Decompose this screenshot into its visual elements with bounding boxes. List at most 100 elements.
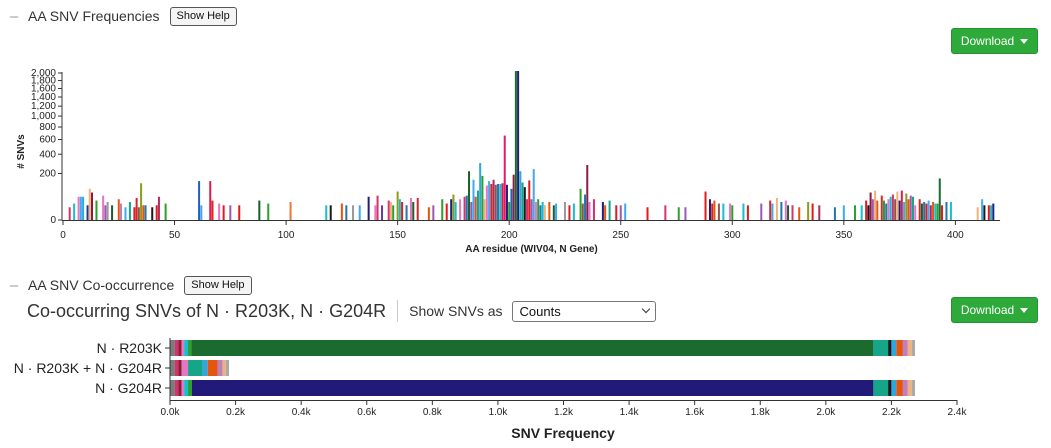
frequency-bar (601, 201, 604, 220)
frequency-bar (258, 200, 261, 220)
frequency-bar (479, 163, 482, 220)
frequency-bar (769, 200, 772, 220)
frequency-bar (157, 196, 160, 220)
frequency-bar (211, 200, 214, 220)
x-tick-label: 2.0k (816, 407, 836, 418)
frequency-bar (514, 71, 517, 220)
x-tick-label: 1.4k (620, 407, 640, 418)
frequency-bar (526, 199, 529, 220)
caret-down-icon (1020, 307, 1029, 313)
frequency-bar (722, 203, 725, 220)
frequency-bar (410, 197, 413, 220)
frequency-bar (517, 71, 520, 220)
frequency-bar (646, 207, 649, 220)
frequency-bar (352, 205, 355, 220)
x-tick-label: 350 (835, 230, 852, 241)
show-snvs-label: Show SNVs as (409, 303, 503, 319)
frequency-bar (218, 203, 221, 220)
frequency-bar (396, 191, 399, 220)
frequency-bar (164, 203, 167, 220)
frequency-bar (470, 201, 473, 220)
frequency-bar (624, 203, 627, 220)
x-tick-label: 200 (501, 230, 518, 241)
x-tick-label: 300 (724, 230, 741, 241)
show-snvs-select-value: Counts (519, 303, 561, 319)
frequency-bar (512, 174, 515, 220)
frequency-bar (374, 205, 377, 220)
frequency-bar (523, 187, 526, 220)
y-tick-label: 1,800 (31, 76, 56, 87)
y-tick-label: 400 (39, 149, 56, 160)
frequency-bar (534, 201, 537, 220)
show-snvs-select[interactable]: Counts (511, 300, 656, 322)
frequency-bar (869, 192, 872, 220)
y-tick-label: 1,200 (31, 101, 56, 112)
cooc-show-help-button[interactable]: Show Help (184, 275, 252, 295)
category-label: N · R203K + N · G204R (14, 360, 162, 376)
cooccurrence-segment (184, 340, 189, 356)
frequency-bar (450, 199, 453, 220)
frequency-bar (111, 205, 114, 220)
frequency-bar (387, 200, 390, 220)
freq-download-button[interactable]: Download (951, 28, 1038, 54)
frequency-bar (505, 184, 508, 220)
frequency-bar (940, 205, 943, 220)
frequency-bar (503, 135, 506, 220)
frequency-bar (198, 181, 201, 220)
frequency-bar (140, 183, 143, 220)
y-tick-label: 200 (39, 169, 56, 180)
frequency-bar (729, 203, 732, 220)
freq-show-help-button[interactable]: Show Help (169, 6, 237, 26)
frequency-bar (463, 196, 466, 220)
cooccurrence-segment (896, 340, 903, 356)
frequency-bar (77, 196, 80, 220)
frequency-bar (521, 182, 524, 220)
frequency-bar (704, 191, 707, 220)
frequency-bar (880, 195, 883, 220)
frequency-bar (222, 205, 225, 220)
collapse-cooc-toggle[interactable]: – (9, 276, 19, 294)
frequency-bar (929, 205, 932, 220)
frequency-bar (586, 164, 589, 220)
frequency-bar (572, 203, 575, 220)
frequency-bar (465, 195, 468, 220)
x-tick-label: 2.4k (948, 407, 968, 418)
frequency-bar (229, 205, 232, 220)
frequency-bar (441, 199, 444, 220)
frequency-bar (938, 178, 941, 220)
frequency-bar (95, 200, 98, 220)
frequency-bar (405, 205, 408, 220)
frequency-bar (508, 201, 511, 220)
frequency-bar (780, 201, 783, 220)
collapse-freq-toggle[interactable]: – (9, 7, 19, 25)
frequency-bar (416, 197, 419, 220)
frequency-bar (494, 184, 497, 220)
frequency-bar (983, 205, 986, 220)
frequency-bar (102, 195, 105, 220)
cooccurrence-segment (178, 340, 182, 356)
frequency-bar (537, 199, 540, 220)
cooccurrence-segment (902, 340, 908, 356)
frequency-bar (885, 203, 888, 220)
frequency-bar (501, 183, 504, 220)
frequency-bar (990, 205, 993, 220)
frequency-bar (927, 200, 930, 220)
frequency-bar (987, 205, 990, 220)
frequency-bar (677, 207, 680, 220)
frequency-bar (151, 207, 154, 220)
frequency-bar (920, 203, 923, 220)
cooc-subheader: Co-occurring SNVs of N · R203K, N · G204… (27, 298, 656, 324)
frequency-bar (791, 205, 794, 220)
frequency-bar (200, 205, 203, 220)
frequency-bar (833, 207, 836, 220)
frequency-bar (128, 201, 131, 220)
x-tick-label: 0 (60, 230, 66, 241)
cooc-download-button[interactable]: Download (951, 297, 1038, 323)
frequency-bar (563, 201, 566, 220)
frequency-bar (981, 199, 984, 220)
y-tick-label: 2,000 (31, 68, 56, 79)
frequency-bar (684, 207, 687, 220)
frequency-bar (932, 201, 935, 220)
x-tick-label: 0.4k (292, 407, 312, 418)
cooccurrence-segment (188, 360, 203, 376)
